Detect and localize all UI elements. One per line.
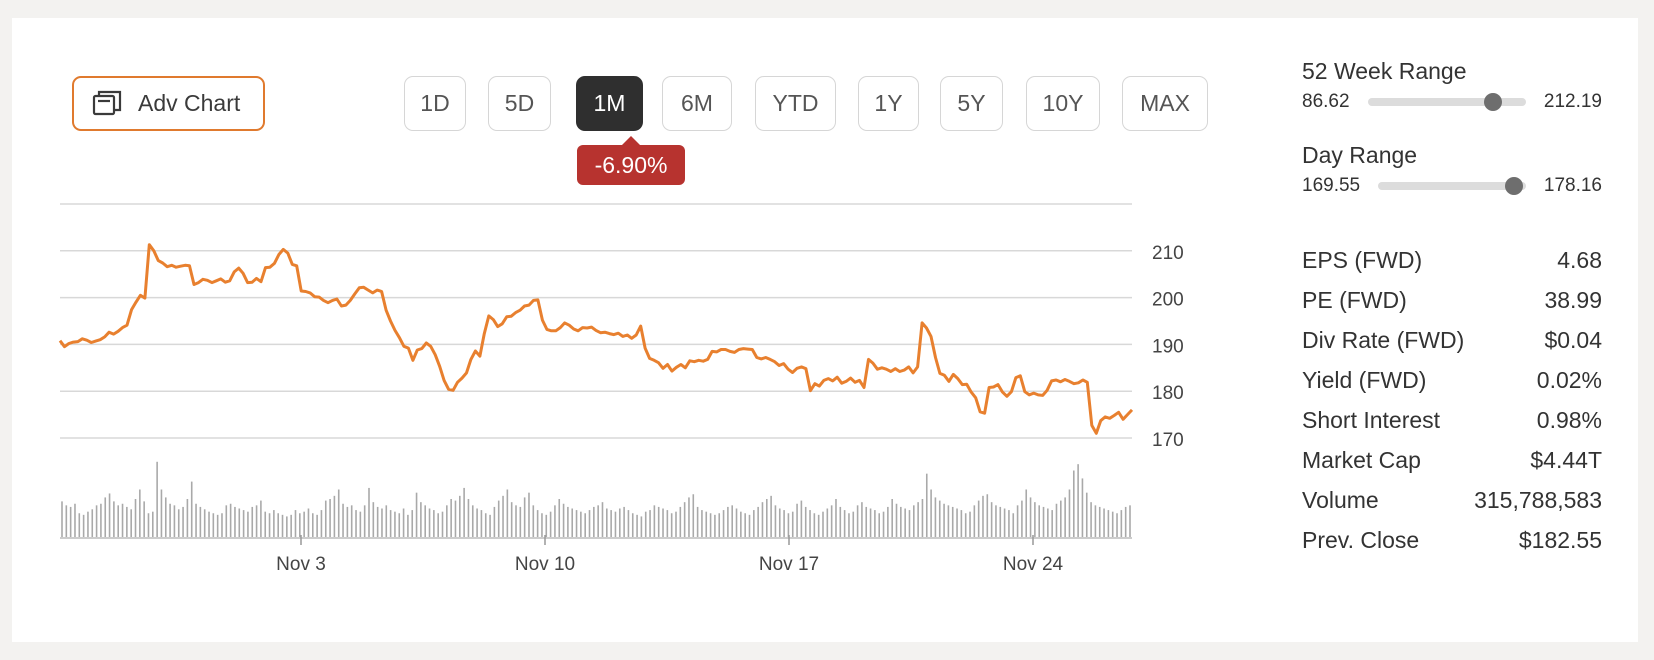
stat-value: $0.04 — [1544, 326, 1602, 353]
week52-slider-knob — [1483, 93, 1502, 111]
range-button-1m[interactable]: 1M — [576, 76, 643, 131]
stat-label: EPS (FWD) — [1302, 246, 1423, 273]
stat-label: PE (FWD) — [1302, 286, 1407, 313]
stat-row: EPS (FWD) 4.68 — [1302, 240, 1602, 280]
stat-label: Short Interest — [1302, 406, 1441, 433]
week52-range-title: 52 Week Range — [1302, 58, 1467, 84]
y-tick-label: 190 — [1152, 336, 1184, 357]
y-tick-label: 210 — [1152, 243, 1184, 264]
stat-value: $182.55 — [1518, 526, 1602, 553]
range-button-5y[interactable]: 5Y — [940, 76, 1003, 131]
x-tick-label: Nov 10 — [515, 554, 575, 575]
stat-label: Div Rate (FWD) — [1302, 326, 1465, 353]
day-range-title: Day Range — [1302, 142, 1418, 168]
day-high: 178.16 — [1543, 175, 1602, 196]
range-button-5d[interactable]: 5D — [488, 76, 551, 131]
week52-high: 212.19 — [1543, 91, 1602, 112]
stat-row: Short Interest 0.98% — [1302, 400, 1602, 440]
period-change-badge: -6.90% — [577, 136, 685, 185]
stat-value: 4.68 — [1557, 246, 1602, 273]
week52-range: 52 Week Range 86.62 212.19 — [1302, 58, 1602, 113]
stat-row: Yield (FWD) 0.02% — [1302, 360, 1602, 400]
y-tick-label: 180 — [1152, 383, 1184, 404]
stat-label: Volume — [1302, 486, 1379, 513]
stat-row: PE (FWD) 38.99 — [1302, 280, 1602, 320]
y-tick-label: 200 — [1152, 290, 1184, 311]
quote-chart-card: Adv Chart 1D 5D 1M 6M YTD 1Y 5Y 10Y MAX -6.90% 1… — [12, 18, 1638, 642]
price-line — [58, 243, 1134, 435]
y-tick-label: 170 — [1152, 430, 1184, 451]
range-button-ytd[interactable]: YTD — [755, 76, 836, 131]
day-slider — [1378, 177, 1526, 195]
key-stats: EPS (FWD) 4.68 PE (FWD) 38.99 Div Rate (FWD)… — [1302, 240, 1602, 560]
week52-low: 86.62 — [1302, 91, 1350, 112]
stat-label: Prev. Close — [1302, 526, 1420, 553]
day-slider-knob — [1505, 177, 1524, 195]
stat-label: Yield (FWD) — [1302, 366, 1427, 393]
stat-value: 38.99 — [1544, 286, 1602, 313]
stat-value: 0.02% — [1536, 366, 1602, 393]
range-button-10y[interactable]: 10Y — [1026, 76, 1100, 131]
range-button-max[interactable]: MAX — [1122, 76, 1208, 131]
adv-chart-label: Adv Chart — [138, 90, 241, 116]
stat-row: Div Rate (FWD) $0.04 — [1302, 320, 1602, 360]
day-low: 169.55 — [1302, 175, 1361, 196]
x-tick-label: Nov 24 — [1003, 554, 1064, 575]
chart-window-icon — [92, 90, 122, 118]
stat-value: 0.98% — [1536, 406, 1602, 433]
range-button-1d[interactable]: 1D — [404, 76, 466, 131]
stat-row: Market Cap $4.44T — [1302, 440, 1602, 480]
stat-value: 315,788,583 — [1474, 486, 1602, 513]
day-range: Day Range 169.55 178.16 — [1302, 142, 1602, 197]
stat-value: $4.44T — [1530, 446, 1602, 473]
x-tick-label: Nov 17 — [759, 554, 819, 575]
range-button-1y[interactable]: 1Y — [858, 76, 919, 131]
x-tick-label: Nov 3 — [276, 554, 326, 575]
adv-chart-button[interactable]: Adv Chart — [72, 76, 265, 131]
stat-label: Market Cap — [1302, 446, 1421, 473]
stat-row: Prev. Close $182.55 — [1302, 520, 1602, 560]
week52-slider — [1367, 93, 1526, 111]
range-button-6m[interactable]: 6M — [662, 76, 732, 131]
price-chart[interactable]: 170 180 190 200 210 Nov 3 Nov 10 Nov 17 Nov 24 — [12, 18, 1212, 618]
stat-row: Volume 315,788,583 — [1302, 480, 1602, 520]
